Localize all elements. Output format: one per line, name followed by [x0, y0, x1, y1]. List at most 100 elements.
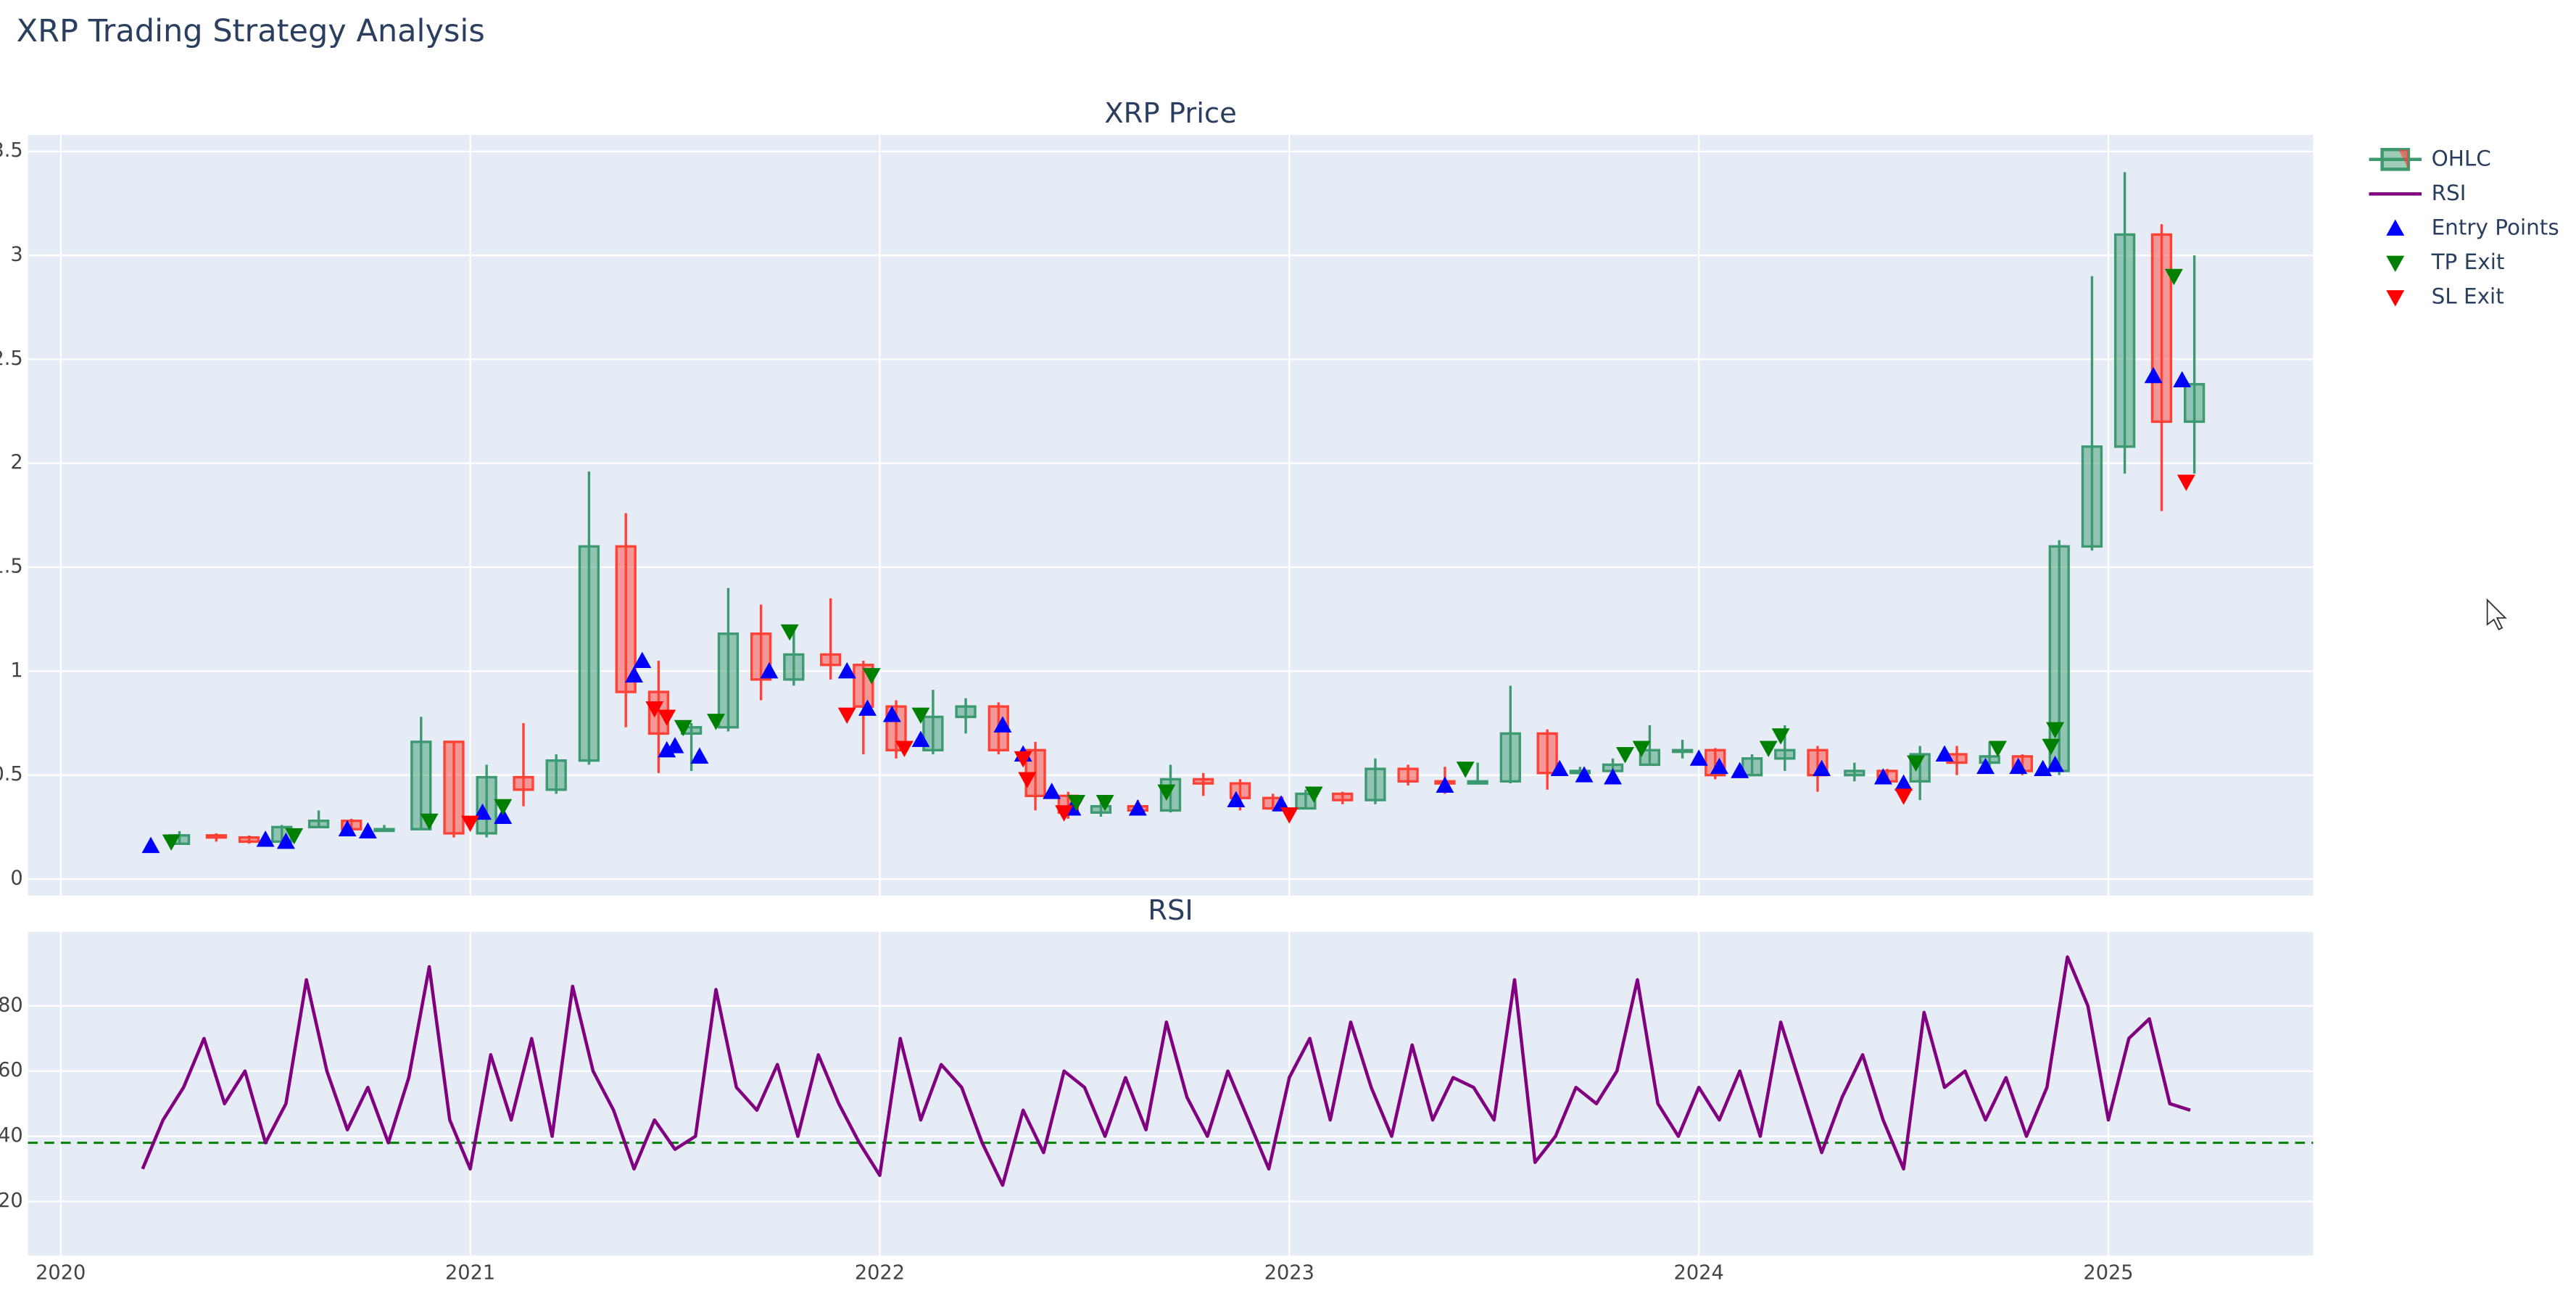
x-tick-label: 2020	[36, 1262, 86, 1284]
marker	[625, 666, 643, 683]
marker	[780, 624, 799, 641]
marker	[1280, 807, 1299, 824]
marker	[658, 741, 676, 758]
candle-body	[1671, 749, 1694, 754]
marker	[420, 813, 439, 830]
marker	[690, 747, 709, 764]
marker	[1813, 759, 1831, 777]
marker	[1710, 757, 1728, 775]
candle-body	[2113, 233, 2136, 448]
marker	[285, 828, 304, 845]
marker	[1632, 741, 1651, 757]
marker	[1989, 741, 2007, 757]
marker	[1689, 749, 1708, 766]
marker	[2177, 474, 2195, 491]
candle-body	[1295, 792, 1317, 810]
candle-body	[1569, 770, 1591, 775]
marker	[707, 714, 725, 730]
candle-body	[1397, 767, 1419, 783]
marker	[911, 707, 930, 725]
marker	[1055, 805, 1074, 822]
marker	[162, 834, 181, 851]
chart-title: XRP Trading Strategy Analysis	[17, 13, 485, 49]
x-tick-label: 2025	[2083, 1262, 2133, 1284]
marker	[1272, 795, 1291, 812]
marker	[1018, 772, 1037, 788]
candle-body	[545, 759, 567, 791]
marker	[494, 799, 513, 816]
marker	[674, 719, 692, 737]
marker	[633, 651, 652, 668]
marker	[1759, 741, 1778, 757]
marker	[993, 716, 1012, 733]
cursor	[2486, 598, 2507, 631]
candle-body	[955, 705, 977, 719]
marker	[1550, 759, 1569, 777]
marker	[1604, 768, 1622, 785]
subplot-title: XRP Price	[1104, 97, 1237, 130]
marker	[461, 815, 480, 833]
y-tick-label: 80	[0, 994, 23, 1016]
rsi-line	[141, 955, 2191, 1187]
marker	[645, 701, 664, 718]
marker	[862, 668, 881, 685]
marker	[141, 836, 160, 854]
candle-body	[2048, 545, 2070, 772]
candle-body	[615, 545, 637, 693]
marker	[276, 832, 295, 849]
marker	[1771, 728, 1790, 745]
candle-body	[1090, 804, 1112, 814]
candle-body	[783, 653, 805, 681]
marker	[338, 820, 357, 837]
legend-label: SL Exit	[2432, 284, 2504, 309]
candle-body	[205, 834, 228, 839]
candle-body	[1639, 749, 1661, 767]
y-tick-label: 1	[10, 659, 22, 682]
marker	[1616, 747, 1634, 764]
candle-body	[820, 653, 842, 667]
marker	[1894, 774, 1913, 791]
marker	[1014, 751, 1032, 768]
marker	[1456, 762, 1475, 778]
marker	[1067, 794, 1086, 812]
y-tick-label: 2.5	[0, 347, 23, 370]
marker	[658, 709, 676, 726]
marker	[494, 807, 513, 824]
marker	[837, 707, 856, 725]
marker	[2173, 371, 2192, 388]
marker	[895, 741, 914, 757]
subplot-title: RSI	[1148, 894, 1193, 927]
candle-body	[2150, 233, 2173, 424]
marker	[1575, 766, 1594, 783]
candle-body	[1193, 778, 1214, 785]
legend-icon	[2386, 290, 2405, 307]
marker	[760, 661, 779, 679]
marker	[837, 661, 856, 679]
candle-body	[476, 775, 497, 835]
candle-body	[443, 741, 465, 835]
candle-body	[1536, 732, 1558, 775]
marker	[858, 699, 877, 716]
marker	[2009, 757, 2028, 775]
y-tick-label: 3.5	[0, 139, 23, 162]
marker	[358, 822, 377, 839]
marker	[2164, 268, 2183, 286]
marker	[1096, 794, 1114, 812]
marker	[2046, 755, 2065, 772]
x-tick-label: 2021	[445, 1262, 495, 1284]
marker	[1227, 791, 1246, 808]
legend-label: OHLC	[2432, 146, 2491, 170]
candle-body	[373, 828, 395, 833]
candle-body	[1774, 749, 1796, 760]
legend-icon	[2386, 219, 2405, 236]
candle-body	[1979, 755, 2000, 764]
candle-body	[1364, 767, 1386, 801]
x-tick-label: 2023	[1264, 1262, 1314, 1284]
candle-body	[238, 836, 260, 844]
legend-label: RSI	[2432, 181, 2467, 205]
marker	[1873, 768, 1892, 785]
marker	[911, 730, 930, 747]
candle-body	[1467, 780, 1488, 785]
marker	[1907, 755, 1925, 772]
